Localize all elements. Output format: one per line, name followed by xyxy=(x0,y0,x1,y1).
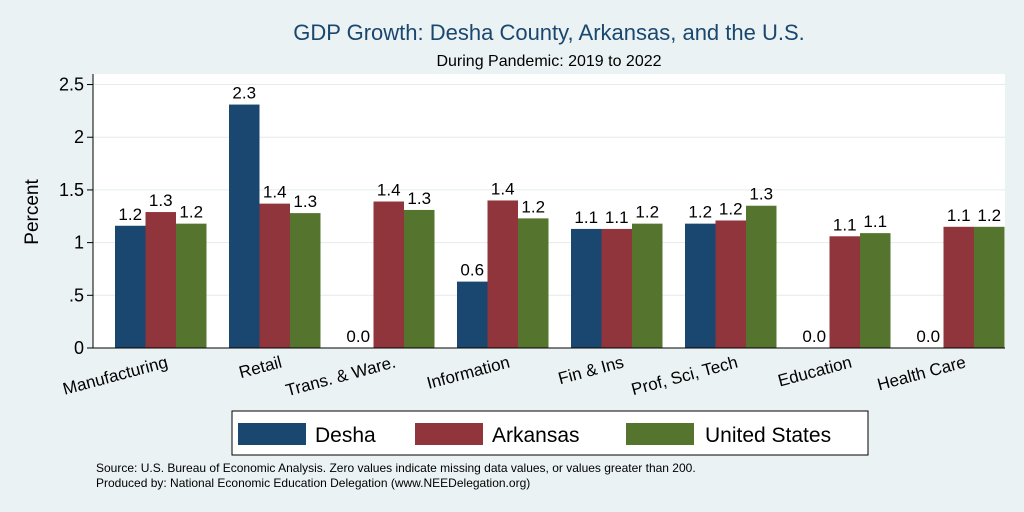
category-label-health-care: Health Care xyxy=(875,353,968,395)
produced-by-note: Produced by: National Economic Education… xyxy=(96,476,530,490)
bar-united-states-education xyxy=(860,233,891,348)
bar-desha-prof-sci-tech xyxy=(685,223,716,348)
data-label-desha-health-care: 0.0 xyxy=(916,327,940,346)
data-label-desha-prof-sci-tech: 1.2 xyxy=(688,203,712,222)
data-label-united-states-manufacturing: 1.2 xyxy=(179,203,203,222)
bar-arkansas-education xyxy=(829,236,860,348)
data-label-desha-manufacturing: 1.2 xyxy=(118,205,142,224)
data-label-desha-fin-ins: 1.1 xyxy=(574,208,598,227)
legend-label-arkansas: Arkansas xyxy=(492,424,580,447)
data-label-arkansas-prof-sci-tech: 1.2 xyxy=(719,199,743,218)
data-label-arkansas-trans-ware: 1.4 xyxy=(377,181,401,200)
bar-desha-information xyxy=(457,281,488,348)
chart-subtitle: During Pandemic: 2019 to 2022 xyxy=(436,53,661,70)
chart-title: GDP Growth: Desha County, Arkansas, and … xyxy=(293,20,805,45)
legend-swatch-arkansas xyxy=(415,423,483,445)
y-ticks: 0 .5 1 1.5 2 2.5 xyxy=(59,75,93,358)
category-label-manufacturing: Manufacturing xyxy=(61,353,170,399)
bar-united-states-prof-sci-tech xyxy=(746,205,777,348)
legend-box xyxy=(231,410,869,456)
bar-arkansas-health-care xyxy=(943,226,974,348)
bar-arkansas-manufacturing xyxy=(145,212,176,348)
data-label-arkansas-retail: 1.4 xyxy=(263,183,287,202)
y-tick-label: .5 xyxy=(69,285,84,305)
bars-group xyxy=(115,104,1005,348)
bar-arkansas-trans-ware xyxy=(373,201,404,348)
data-label-arkansas-education: 1.1 xyxy=(833,215,857,234)
legend: Desha Arkansas United States xyxy=(231,410,869,456)
data-label-desha-information: 0.6 xyxy=(460,261,484,280)
data-label-arkansas-fin-ins: 1.1 xyxy=(605,208,629,227)
bar-arkansas-information xyxy=(487,200,518,348)
bar-united-states-health-care xyxy=(974,226,1005,348)
data-label-united-states-retail: 1.3 xyxy=(293,192,317,211)
category-label-trans-ware: Trans. & Ware. xyxy=(284,353,398,401)
y-axis-label: Percent xyxy=(22,179,43,245)
category-label-prof-sci-tech: Prof, Sci, Tech xyxy=(629,353,739,400)
bar-united-states-fin-ins xyxy=(632,223,663,348)
legend-swatch-desha xyxy=(238,423,306,445)
bar-united-states-trans-ware xyxy=(404,209,435,348)
data-labels: 1.2 1.3 1.2 2.3 1.4 1.3 0.0 1.4 1.3 0.6 1.4 1.2 1.1 1… xyxy=(118,84,1001,346)
bar-united-states-retail xyxy=(290,213,321,348)
data-label-united-states-education: 1.1 xyxy=(863,212,887,231)
category-label-education: Education xyxy=(776,353,854,391)
data-label-desha-trans-ware: 0.0 xyxy=(346,327,370,346)
data-label-arkansas-health-care: 1.1 xyxy=(947,206,971,225)
data-label-arkansas-manufacturing: 1.3 xyxy=(149,191,173,210)
data-label-united-states-health-care: 1.2 xyxy=(977,206,1001,225)
bar-desha-retail xyxy=(229,104,260,348)
legend-swatch-united-states xyxy=(626,423,694,445)
bar-united-states-manufacturing xyxy=(176,223,207,348)
y-tick-label: 2 xyxy=(74,127,84,147)
data-label-desha-retail: 2.3 xyxy=(232,84,256,103)
bar-arkansas-prof-sci-tech xyxy=(715,220,746,348)
bar-desha-fin-ins xyxy=(571,228,602,348)
bar-arkansas-retail xyxy=(259,203,290,348)
bar-desha-manufacturing xyxy=(115,225,146,348)
data-label-united-states-prof-sci-tech: 1.3 xyxy=(749,185,773,204)
source-note: Source: U.S. Bureau of Economic Analysis… xyxy=(96,461,696,475)
data-label-united-states-fin-ins: 1.2 xyxy=(635,203,659,222)
y-tick-label: 0 xyxy=(74,338,84,358)
y-tick-label: 1 xyxy=(74,233,84,253)
category-label-information: Information xyxy=(425,353,512,393)
data-label-desha-education: 0.0 xyxy=(802,327,826,346)
data-label-arkansas-information: 1.4 xyxy=(491,179,515,198)
category-label-fin-ins: Fin & Ins xyxy=(556,353,626,389)
data-label-united-states-trans-ware: 1.3 xyxy=(407,189,431,208)
category-labels: Manufacturing Retail Trans. & Ware. Informa… xyxy=(61,353,968,401)
legend-label-united-states: United States xyxy=(705,424,831,447)
legend-label-desha: Desha xyxy=(315,424,376,447)
y-tick-label: 2.5 xyxy=(59,75,84,95)
y-tick-label: 1.5 xyxy=(59,180,84,200)
bar-united-states-information xyxy=(518,218,549,348)
bar-arkansas-fin-ins xyxy=(601,228,632,348)
category-label-retail: Retail xyxy=(237,353,284,383)
data-label-united-states-information: 1.2 xyxy=(521,197,545,216)
